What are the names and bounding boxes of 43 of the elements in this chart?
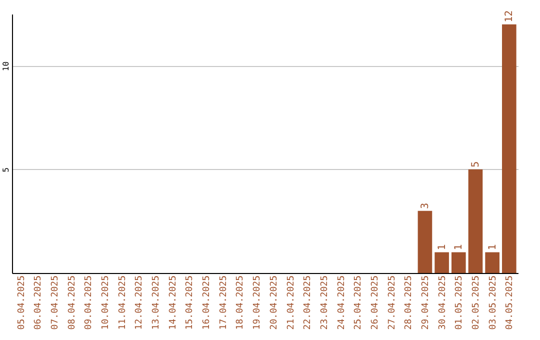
x-tick-label: 14.04.2025 xyxy=(168,276,178,330)
x-tick-label: 22.04.2025 xyxy=(303,276,314,330)
data-label: 3 xyxy=(420,202,431,209)
x-tick-label: 30.04.2025 xyxy=(438,276,448,330)
y-tick-label: 10 xyxy=(2,61,10,72)
x-tick-label: 11.04.2025 xyxy=(118,276,128,330)
x-tick-label: 18.04.2025 xyxy=(236,276,246,330)
x-tick-label: 05.04.2025 xyxy=(16,276,27,330)
x-tick-label: 02.05.2025 xyxy=(471,276,482,330)
bar xyxy=(468,169,483,273)
bar xyxy=(451,252,466,273)
x-tick-label: 29.04.2025 xyxy=(420,276,431,330)
x-tick-label: 10.04.2025 xyxy=(101,276,112,330)
bar xyxy=(485,252,500,273)
bar xyxy=(418,210,432,273)
x-tick-label: 16.04.2025 xyxy=(202,276,212,330)
data-label: 1 xyxy=(454,244,465,250)
x-tick-label: 20.04.2025 xyxy=(269,276,280,330)
x-tick-label: 27.04.2025 xyxy=(387,276,398,330)
x-tick-label: 28.04.2025 xyxy=(404,276,414,330)
x-tick-label: 04.05.2025 xyxy=(505,276,516,330)
x-tick-label: 21.04.2025 xyxy=(286,276,296,330)
bar xyxy=(502,24,516,273)
x-tick-label: 03.05.2025 xyxy=(488,276,498,330)
x-tick-label: 26.04.2025 xyxy=(370,276,380,330)
x-tick-label: 25.04.2025 xyxy=(354,276,364,330)
data-label: 1 xyxy=(487,244,498,250)
x-tick-label: 17.04.2025 xyxy=(218,276,229,330)
data-label: 1 xyxy=(436,244,448,250)
x-tick-label: 07.04.2025 xyxy=(50,276,61,330)
x-tick-label: 23.04.2025 xyxy=(320,276,330,330)
x-tick-label: 15.04.2025 xyxy=(185,276,196,330)
data-label: 12 xyxy=(504,10,516,22)
bar xyxy=(434,252,449,273)
x-tick-label: 08.04.2025 xyxy=(67,276,78,330)
x-tick-label: 12.04.2025 xyxy=(134,276,145,330)
x-tick-label: 13.04.2025 xyxy=(152,276,162,330)
x-tick-label: 01.05.2025 xyxy=(454,276,465,330)
x-tick-label: 09.04.2025 xyxy=(84,276,94,330)
x-tick-label: 06.04.2025 xyxy=(34,276,44,330)
data-label: 5 xyxy=(470,161,482,168)
x-tick-label: 24.04.2025 xyxy=(336,276,347,330)
x-tick-label: 19.04.2025 xyxy=(252,276,263,330)
